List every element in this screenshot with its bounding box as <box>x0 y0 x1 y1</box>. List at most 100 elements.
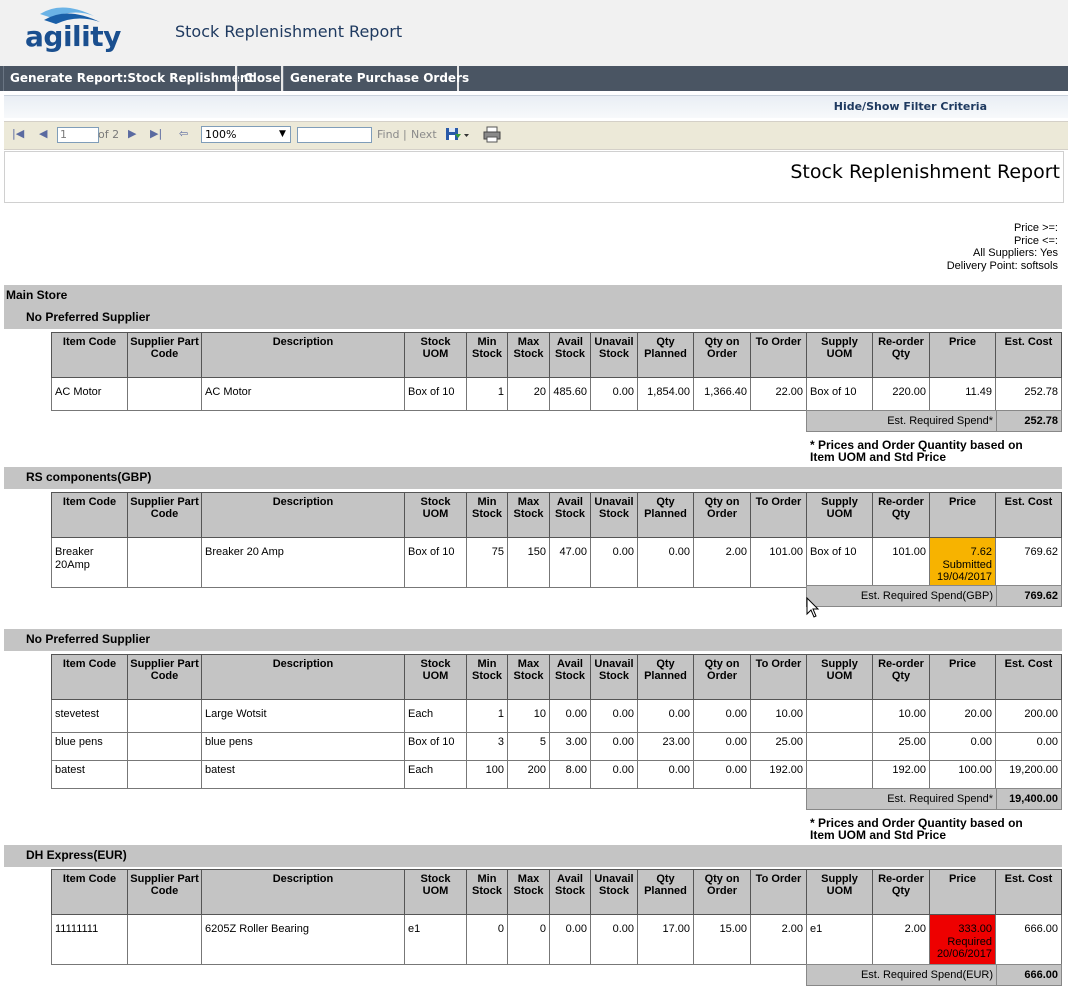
est-required-spend: Est. Required Spend* 19,400.00 <box>806 788 1062 810</box>
cell-stock-uom: Box of 10 <box>404 537 467 588</box>
column-header-supply-uom: Supply UOM <box>806 492 873 538</box>
column-header-to-order: To Order <box>750 654 807 700</box>
cell-stock-uom: Box of 10 <box>404 377 467 411</box>
generate-purchase-orders-button[interactable]: Generate Purchase Orders <box>283 66 469 91</box>
page-count-label: of 2 <box>98 128 120 141</box>
column-header-avail-stock: Avail Stock <box>549 869 591 915</box>
cell-max-stock: 0 <box>507 914 550 965</box>
print-icon[interactable] <box>483 126 501 143</box>
report-viewer-toolbar: |◀ ◀ 1 of 2 ▶ ▶| ⇦ 100% ▼ Find | Next <box>4 121 1068 150</box>
cell-max-stock: 20 <box>507 377 550 411</box>
app-header: agility Stock Replenishment Report <box>0 0 1068 66</box>
cell-qty-on-order: 0.00 <box>693 732 751 761</box>
column-header-max-stock: Max Stock <box>507 869 550 915</box>
cell-min-stock: 3 <box>466 732 508 761</box>
cell-avail-stock: 0.00 <box>549 914 591 965</box>
cell-description: batest <box>201 760 405 789</box>
find-input[interactable] <box>297 127 372 143</box>
cell-supply-uom: Box of 10 <box>806 537 873 588</box>
column-header-est-cost: Est. Cost <box>995 869 1062 915</box>
divider <box>996 789 997 809</box>
cell-unavail-stock: 0.00 <box>590 760 638 789</box>
cell-to-order: 25.00 <box>750 732 807 761</box>
cell-avail-stock: 3.00 <box>549 732 591 761</box>
cell-max-stock: 10 <box>507 699 550 733</box>
column-header-price: Price <box>929 869 996 915</box>
supplier-header: No Preferred Supplier <box>4 629 1062 651</box>
est-required-spend: Est. Required Spend* 252.78 <box>806 410 1062 432</box>
column-header-qty-on-order: Qty on Order <box>693 492 751 538</box>
first-page-icon[interactable]: |◀ <box>12 127 25 140</box>
cell-est-cost: 200.00 <box>995 699 1062 733</box>
next-page-icon[interactable]: ▶ <box>128 127 137 140</box>
cell-item-code: 11111111 <box>51 914 128 965</box>
cell-price: 0.00 <box>929 732 996 761</box>
generate-report-button[interactable]: Generate Report:Stock Replishment <box>3 66 254 91</box>
column-header-qty-planned: Qty Planned <box>637 332 694 378</box>
column-header-item-code: Item Code <box>51 654 128 700</box>
column-header-avail-stock: Avail Stock <box>549 332 591 378</box>
cell-unavail-stock: 0.00 <box>590 914 638 965</box>
column-header-supplier-part-code: Supplier Part Code <box>127 654 202 700</box>
find-link[interactable]: Find <box>377 128 400 141</box>
cell-max-stock: 150 <box>507 537 550 588</box>
column-header-avail-stock: Avail Stock <box>549 654 591 700</box>
cell-price: 11.49 <box>929 377 996 411</box>
cell-re-order-qty: 2.00 <box>872 914 930 965</box>
last-page-icon[interactable]: ▶| <box>150 127 163 140</box>
pricing-note: * Prices and Order Quantity based on Ite… <box>810 816 1023 842</box>
spend-value: 769.62 <box>1024 590 1058 602</box>
zoom-select[interactable]: 100% ▼ <box>201 126 291 143</box>
column-header-stock-uom: Stock UOM <box>404 332 467 378</box>
cell-price: 100.00 <box>929 760 996 789</box>
table-row: AC Motor AC Motor Box of 10 1 20 485.60 0.00 1,… <box>51 377 1062 411</box>
column-header-description: Description <box>201 332 405 378</box>
column-header-price: Price <box>929 332 996 378</box>
cell-item-code: AC Motor <box>51 377 128 411</box>
cell-unavail-stock: 0.00 <box>590 377 638 411</box>
spend-value: 252.78 <box>1024 415 1058 427</box>
column-header-unavail-stock: Unavail Stock <box>590 654 638 700</box>
cell-qty-planned: 0.00 <box>637 537 694 588</box>
cell-stock-uom: Each <box>404 699 467 733</box>
column-header-min-stock: Min Stock <box>466 492 508 538</box>
column-header-qty-planned: Qty Planned <box>637 869 694 915</box>
column-header-supply-uom: Supply UOM <box>806 332 873 378</box>
action-bar: Generate Report:Stock Replishment Close … <box>0 66 1068 91</box>
cell-supplier-part-code <box>127 377 202 411</box>
cell-qty-planned: 0.00 <box>637 699 694 733</box>
param-delivery-point: Delivery Point: softsols <box>946 259 1058 272</box>
column-header-supply-uom: Supply UOM <box>806 654 873 700</box>
cell-qty-planned: 23.00 <box>637 732 694 761</box>
column-header-avail-stock: Avail Stock <box>549 492 591 538</box>
close-button[interactable]: Close <box>237 66 283 91</box>
supplier-name: DH Express(EUR) <box>26 848 127 862</box>
cell-unavail-stock: 0.00 <box>590 732 638 761</box>
cell-qty-on-order: 0.00 <box>693 699 751 733</box>
cell-re-order-qty: 101.00 <box>872 537 930 588</box>
cell-price: 7.62 Submitted 19/04/2017 <box>929 537 996 588</box>
column-header-unavail-stock: Unavail Stock <box>590 332 638 378</box>
find-next-link[interactable]: Next <box>411 128 437 141</box>
hide-show-filter-link[interactable]: Hide/Show Filter Criteria <box>833 100 987 113</box>
cell-supplier-part-code <box>127 537 202 588</box>
column-header-supplier-part-code: Supplier Part Code <box>127 332 202 378</box>
cell-unavail-stock: 0.00 <box>590 699 638 733</box>
column-header-price: Price <box>929 492 996 538</box>
column-header-item-code: Item Code <box>51 869 128 915</box>
cell-supply-uom <box>806 760 873 789</box>
cell-qty-on-order: 15.00 <box>693 914 751 965</box>
table-row: blue pens blue pens Box of 10 3 5 3.00 0.00 23.… <box>51 732 1062 761</box>
zoom-value: 100% <box>205 128 237 141</box>
est-required-spend: Est. Required Spend(EUR) 666.00 <box>806 964 1062 986</box>
param-price-max: Price <=: <box>1013 234 1058 247</box>
separator: | <box>403 128 407 141</box>
back-icon[interactable]: ⇦ <box>179 127 189 140</box>
column-header-to-order: To Order <box>750 869 807 915</box>
page-number-input[interactable]: 1 <box>57 127 99 143</box>
previous-page-icon[interactable]: ◀ <box>39 127 48 140</box>
cell-supply-uom <box>806 699 873 733</box>
export-save-icon[interactable] <box>445 126 471 143</box>
cell-qty-planned: 0.00 <box>637 760 694 789</box>
cell-qty-on-order: 0.00 <box>693 760 751 789</box>
